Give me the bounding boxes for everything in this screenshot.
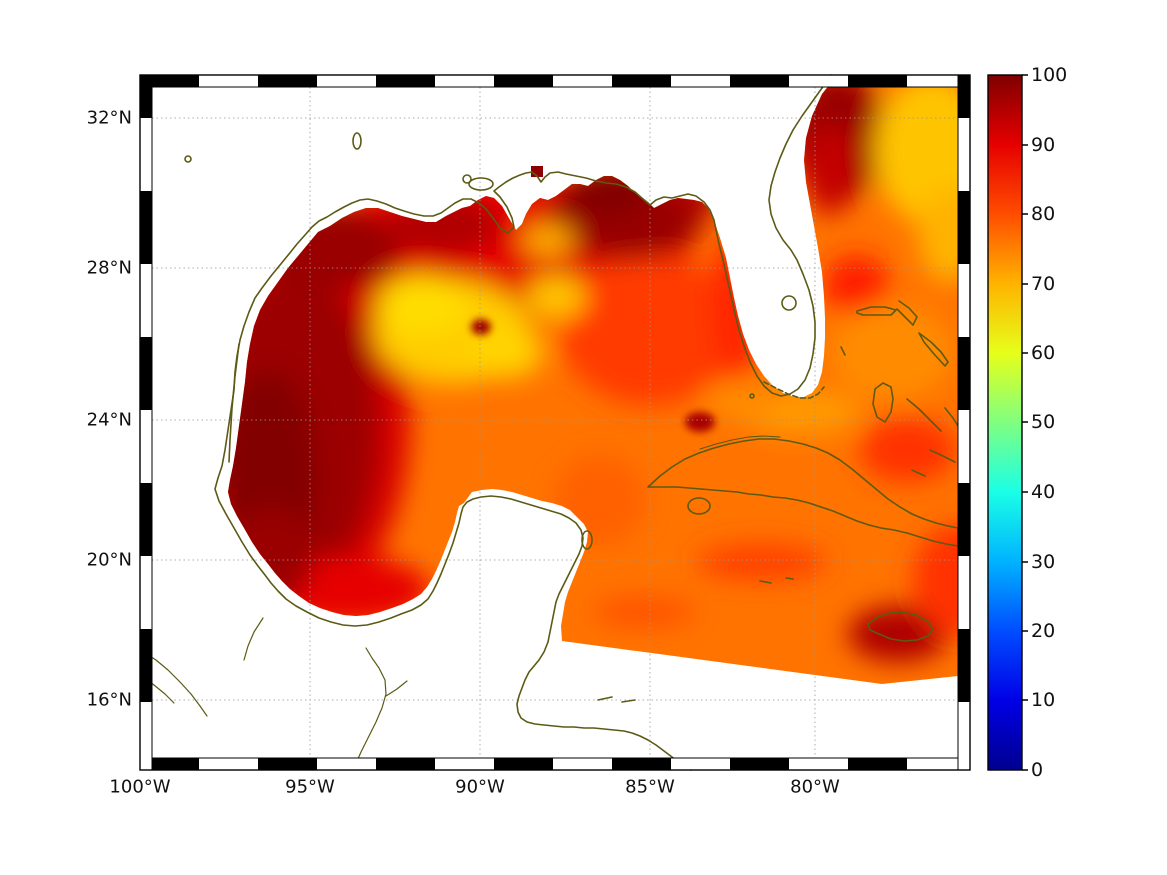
y-tick-label: 28°N [86, 257, 132, 279]
colorbar [987, 74, 1028, 771]
colorbar-tick-label: 0 [1031, 759, 1044, 781]
colorbar-tick-label: 100 [1031, 64, 1068, 86]
colorbar-tick-label: 30 [1031, 551, 1056, 573]
y-tick-label: 24°N [86, 409, 132, 431]
colorbar-ticks [1022, 74, 1028, 771]
colorbar-tick-label: 90 [1031, 134, 1056, 156]
colorbar-tick-label: 20 [1031, 620, 1056, 642]
colorbar-gradient [987, 74, 1023, 771]
colorbar-tick-label: 70 [1031, 273, 1056, 295]
colorbar-tick-label: 10 [1031, 689, 1056, 711]
y-tick-label: 32°N [86, 107, 132, 129]
coastline-layer [141, 74, 959, 771]
colorbar-tick-label: 40 [1031, 481, 1056, 503]
colorbar-tick-label: 80 [1031, 203, 1056, 225]
x-tick-label: 90°W [455, 776, 505, 798]
x-tick-label: 95°W [285, 776, 335, 798]
x-tick-label: 85°W [625, 776, 675, 798]
coastal-data-cell [531, 166, 543, 177]
mainland-coastline [214, 74, 832, 771]
colorbar-tick-label: 50 [1031, 411, 1056, 433]
plot-frame [139, 74, 971, 771]
jamaica-coastline [867, 611, 934, 642]
cuba-coastline [647, 438, 959, 547]
grid-layer [152, 87, 958, 758]
colorbar-tick-label: 60 [1031, 342, 1056, 364]
x-tick-label: 100°W [109, 776, 171, 798]
x-tick-label: 80°W [790, 776, 840, 798]
y-tick-label: 20°N [86, 549, 132, 571]
y-tick-label: 16°N [86, 689, 132, 711]
